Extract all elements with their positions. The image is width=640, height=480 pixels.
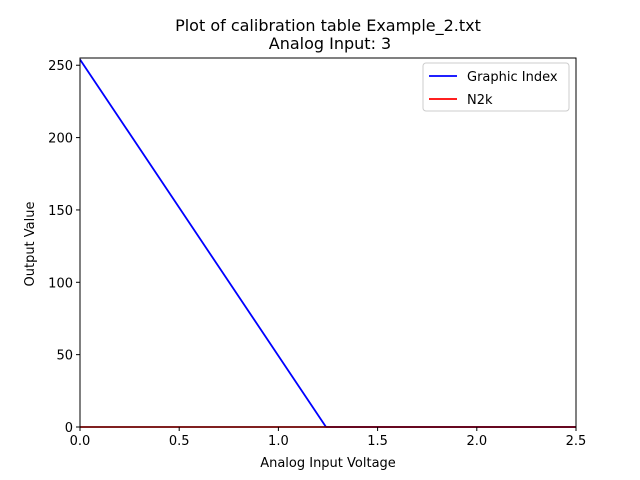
x-tick-label: 2.0 — [466, 434, 487, 449]
y-tick-label: 0 — [65, 421, 73, 436]
legend-label: N2k — [467, 93, 493, 108]
legend: Graphic Index N2k — [422, 62, 570, 112]
y-tick-label: 50 — [56, 349, 73, 364]
chart-title: Plot of calibration table Example_2.txt — [175, 16, 481, 36]
x-tick-label: 1.5 — [367, 434, 388, 449]
x-tick-label: 2.5 — [566, 434, 587, 449]
x-axis-label: Analog Input Voltage — [260, 456, 396, 471]
legend-label: Graphic Index — [467, 70, 558, 85]
y-axis-label: Output Value — [23, 202, 38, 287]
ticks-layer: 0.0 0.5 1.0 1.5 2.0 2.5 0 50 100 150 200 250 — [48, 59, 586, 449]
legend-box — [422, 62, 570, 112]
x-tick-label: 0.5 — [169, 434, 190, 449]
y-tick-label: 250 — [48, 59, 73, 74]
chart-subtitle: Analog Input: 3 — [269, 34, 391, 53]
plot-frame — [79, 57, 577, 428]
y-tick-label: 150 — [48, 204, 73, 219]
y-tick-label: 200 — [48, 132, 73, 147]
x-tick-label: 1.0 — [268, 434, 289, 449]
x-tick-label: 0.0 — [70, 434, 91, 449]
y-tick-label: 100 — [48, 276, 73, 291]
